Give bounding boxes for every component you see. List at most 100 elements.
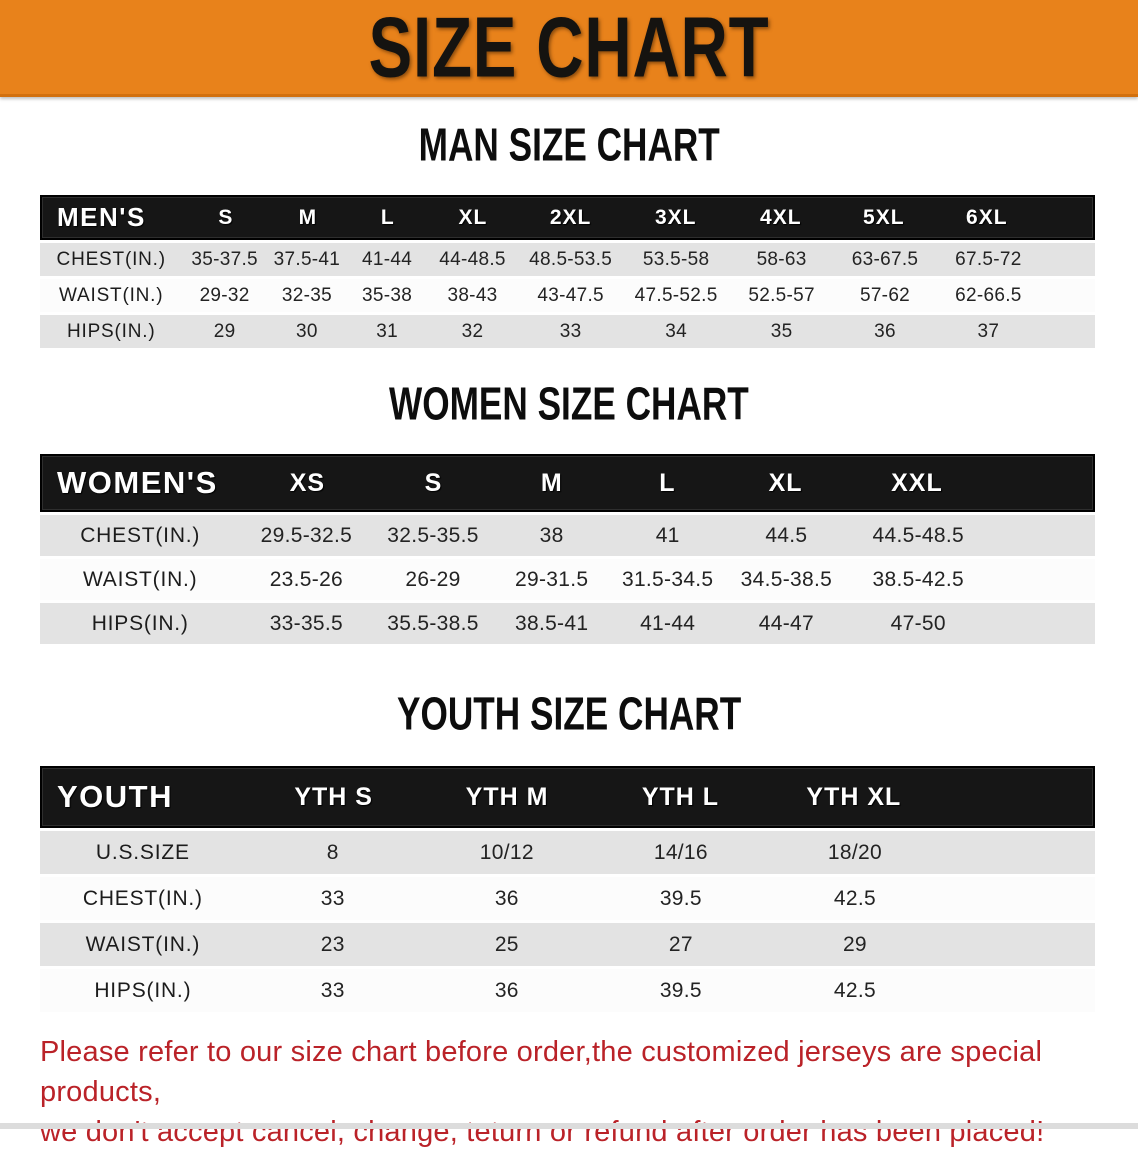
youth-table-header-value-2: YTH M: [465, 782, 549, 811]
bottom-border-strip: [0, 1123, 1138, 1129]
women-row-hipsin-value-1: 33-35.5: [269, 611, 344, 635]
women-row-waistin-value-5: 34.5-38.5: [740, 567, 833, 591]
youth-row-chestin: CHEST(IN.) 33 36 39.5 42.5: [40, 877, 1095, 920]
youth-row-chestin-value-4: 42.5: [833, 886, 876, 910]
men-row-hipsin-value-5: 33: [559, 320, 582, 342]
men-table-header-value-8: 5XL: [863, 205, 905, 229]
youth-row-hipsin-value-2: 36: [494, 978, 519, 1002]
women-table-header: WOMEN'S XS S M L XL XXL: [40, 454, 1095, 512]
women-size-table: WOMEN'S XS S M L XL XXL CHEST(IN.) 29.5-32.5 32.5…: [40, 454, 1095, 644]
youth-row-waistin-value-1: 23: [320, 932, 345, 956]
youth-row-ussize-value-1: 8: [326, 840, 339, 864]
men-row-chestin-value-6: 53.5-58: [642, 248, 710, 270]
youth-row-hipsin-label: HIPS(IN.): [94, 978, 192, 1002]
men-row-waistin-value-1: 29-32: [199, 284, 250, 306]
men-row-chestin-label: CHEST(IN.): [56, 248, 166, 270]
men-row-hipsin-value-1: 29: [213, 320, 236, 342]
youth-row-waistin: WAIST(IN.) 23 25 27 29: [40, 923, 1095, 966]
women-table-header-label: WOMEN'S: [57, 465, 218, 500]
youth-row-chestin-value-3: 39.5: [659, 886, 702, 910]
men-table-header-value-3: L: [380, 205, 395, 229]
women-row-hipsin-value-6: 47-50: [890, 611, 946, 635]
women-row-chestin-value-3: 38: [539, 523, 564, 547]
youth-size-section: YOUTH SIZE CHART YOUTH YTH S YTH M YTH L YTH…: [0, 688, 1138, 1012]
youth-table-header-label: YOUTH: [57, 779, 173, 814]
youth-row-chestin-value-2: 36: [494, 886, 519, 910]
women-row-hipsin-value-5: 44-47: [758, 611, 814, 635]
women-row-chestin-value-1: 29.5-32.5: [260, 523, 353, 547]
men-table-header-value-2: M: [298, 205, 318, 229]
men-size-section: MAN SIZE CHART MEN'S S M L XL 2XL 3XL 4XL 5XL 6XL…: [0, 119, 1138, 348]
youth-row-hipsin: HIPS(IN.) 33 36 39.5 42.5: [40, 969, 1095, 1012]
men-table-header-value-1: S: [218, 205, 234, 229]
men-row-hipsin-value-7: 35: [770, 320, 793, 342]
men-table-header: MEN'S S M L XL 2XL 3XL 4XL 5XL 6XL: [40, 195, 1095, 240]
women-row-waistin-value-1: 23.5-26: [269, 567, 344, 591]
youth-section-title: YOUTH SIZE CHART: [396, 688, 742, 741]
men-row-waistin-value-7: 52.5-57: [748, 284, 815, 306]
men-row-chestin-value-9: 67.5-72: [955, 248, 1022, 270]
youth-row-ussize-value-3: 14/16: [653, 840, 708, 864]
youth-size-table: YOUTH YTH S YTH M YTH L YTH XL U.S.SIZE 8 10/12…: [40, 766, 1095, 1012]
youth-row-waistin-label: WAIST(IN.): [85, 932, 201, 956]
men-section-title: MAN SIZE CHART: [418, 119, 720, 172]
women-row-chestin-value-5: 44.5: [765, 523, 808, 547]
youth-row-hipsin-value-1: 33: [320, 978, 345, 1002]
women-table-header-value-1: XS: [289, 468, 326, 497]
men-row-chestin-value-2: 37.5-41: [273, 248, 341, 270]
women-row-waistin: WAIST(IN.) 23.5-26 26-29 29-31.5 31.5-34.5 34…: [40, 559, 1095, 600]
youth-table-header-value-4: YTH XL: [806, 782, 902, 811]
youth-row-chestin-value-1: 33: [320, 886, 345, 910]
youth-row-hipsin-value-3: 39.5: [659, 978, 702, 1002]
women-row-waistin-label: WAIST(IN.): [82, 567, 198, 591]
youth-row-ussize: U.S.SIZE 8 10/12 14/16 18/20: [40, 831, 1095, 874]
youth-row-ussize-value-4: 18/20: [827, 840, 882, 864]
women-row-hipsin: HIPS(IN.) 33-35.5 35.5-38.5 38.5-41 41-44 44-…: [40, 603, 1095, 644]
men-row-chestin-value-8: 63-67.5: [851, 248, 919, 270]
women-row-hipsin-value-2: 35.5-38.5: [387, 611, 479, 635]
women-table-header-value-2: S: [424, 468, 443, 497]
men-row-waistin-value-6: 47.5-52.5: [634, 284, 718, 306]
men-table-header-label: MEN'S: [57, 202, 146, 232]
women-row-waistin-value-2: 26-29: [405, 567, 461, 591]
women-row-hipsin-value-4: 41-44: [640, 611, 696, 635]
banner-title: SIZE CHART: [368, 0, 770, 95]
women-row-chestin-label: CHEST(IN.): [80, 523, 201, 547]
youth-row-waistin-value-3: 27: [668, 932, 693, 956]
disclaimer-line-1: Please refer to our size chart before or…: [40, 1036, 1043, 1108]
men-table-header-value-5: 2XL: [549, 205, 592, 229]
women-row-chestin-value-6: 44.5-48.5: [872, 523, 964, 547]
women-row-chestin: CHEST(IN.) 29.5-32.5 32.5-35.5 38 41 44.5 44.5…: [40, 515, 1095, 556]
men-row-hipsin-value-6: 34: [665, 320, 687, 342]
disclaimer-line-2: we don't accept cancel, change, teturn o…: [40, 1116, 1045, 1148]
women-row-waistin-value-3: 29-31.5: [514, 567, 589, 591]
youth-row-ussize-value-2: 10/12: [479, 840, 534, 864]
women-row-waistin-value-6: 38.5-42.5: [872, 567, 964, 591]
youth-row-waistin-value-4: 29: [842, 932, 867, 956]
men-row-chestin-value-7: 58-63: [756, 248, 807, 270]
men-table-header-value-9: 6XL: [966, 205, 1008, 229]
youth-table-header-value-3: YTH L: [641, 782, 720, 811]
youth-table-header-value-1: YTH S: [294, 782, 373, 811]
men-table-header-value-7: 4XL: [760, 205, 802, 229]
men-row-hipsin-value-4: 32: [461, 320, 484, 342]
men-table-header-value-4: XL: [458, 205, 488, 229]
youth-row-waistin-value-2: 25: [494, 932, 519, 956]
youth-row-ussize-label: U.S.SIZE: [95, 840, 190, 864]
men-row-waistin-value-9: 62-66.5: [955, 284, 1022, 306]
men-row-hipsin-value-3: 31: [376, 320, 398, 342]
women-section-title: WOMEN SIZE CHART: [389, 378, 749, 431]
men-row-hipsin-label: HIPS(IN.): [66, 320, 156, 342]
women-table-header-value-3: M: [540, 468, 563, 497]
men-row-chestin-value-5: 48.5-53.5: [529, 248, 613, 270]
men-row-hipsin-value-2: 30: [296, 320, 318, 342]
women-row-hipsin-label: HIPS(IN.): [91, 611, 189, 635]
women-row-chestin-value-2: 32.5-35.5: [387, 523, 479, 547]
men-table-header-value-6: 3XL: [654, 205, 697, 229]
men-row-waistin-value-8: 57-62: [859, 284, 911, 306]
women-table-header-value-5: XL: [768, 468, 803, 497]
youth-row-hipsin-value-4: 42.5: [833, 978, 876, 1002]
men-row-waistin-value-4: 38-43: [447, 284, 498, 306]
women-table-header-value-6: XXL: [891, 468, 943, 497]
men-row-chestin: CHEST(IN.) 35-37.5 37.5-41 41-44 44-48.5 48.5…: [40, 243, 1095, 276]
